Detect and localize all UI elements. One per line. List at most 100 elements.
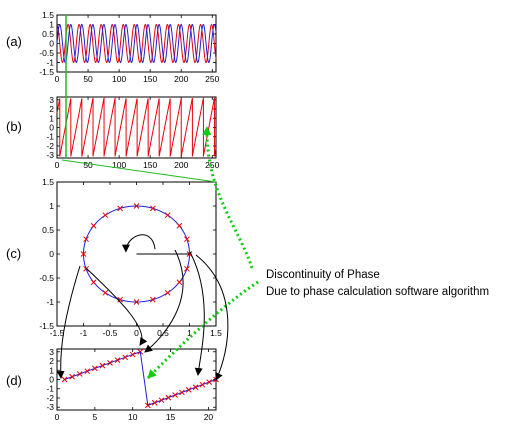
segment-point-marker [114, 357, 121, 363]
x-tick-label-d: 0 [55, 412, 60, 422]
y-tick-label-b: 2 [49, 104, 54, 114]
circle-point-marker [184, 236, 190, 243]
segment-point-marker [129, 351, 136, 358]
segment-point-marker [172, 392, 178, 398]
segment-point-marker [185, 386, 192, 393]
x-tick-label-d: 5 [92, 412, 97, 422]
y-tick-label-c: -1.5 [39, 321, 54, 331]
segment-point-marker [61, 376, 68, 383]
x-tick-label-b: 150 [143, 160, 157, 170]
x-tick-label-c: -0.5 [103, 328, 118, 338]
segment-point-marker [69, 373, 75, 380]
circle-point-marker [90, 222, 97, 229]
panel-label-b: (b) [6, 119, 22, 134]
segment-point-marker [92, 365, 98, 372]
y-tick-label-a: -0.5 [39, 48, 54, 58]
circle-point-marker [90, 279, 97, 286]
x-tick-label-c: -1.5 [50, 328, 65, 338]
x-tick-label-b: 0 [55, 160, 60, 170]
rotation-arrow [121, 234, 156, 253]
segment-point-marker [84, 368, 91, 375]
segment-point-marker [179, 389, 185, 396]
y-tick-label-a: -1 [46, 58, 54, 68]
y-tick-label-d: -1 [46, 384, 54, 394]
arrow-circle-right-to-d-end [195, 254, 229, 381]
x-tick-label-d: 15 [166, 412, 176, 422]
segment-point-marker [122, 354, 128, 361]
y-tick-label-b: -3 [46, 150, 54, 160]
arrow-circle-right-to-d-mid [144, 249, 184, 353]
y-tick-label-d: 0 [49, 375, 54, 385]
panel-label-a: (a) [6, 34, 22, 49]
x-tick-label-a: 50 [83, 74, 93, 84]
zoom-line-b-to-c [61, 159, 217, 183]
circle-point-marker [117, 205, 123, 212]
y-tick-label-c: 0.5 [42, 225, 54, 235]
x-tick-label-b: 100 [112, 160, 126, 170]
arrow-circle-to-d-end-2 [189, 251, 205, 376]
x-tick-label-c: 1 [187, 328, 192, 338]
x-tick-label-d: 10 [128, 412, 138, 422]
circle-point-marker [117, 296, 123, 303]
circle-point-marker [150, 296, 156, 303]
y-tick-label-c: 1 [49, 201, 54, 211]
panel-label-c: (c) [6, 246, 21, 261]
circle-point-marker [102, 212, 109, 219]
segment-point-marker [158, 397, 165, 404]
x-tick-label-a: 100 [112, 74, 126, 84]
y-tick-label-d: -2 [46, 393, 54, 403]
circle-point-marker [164, 289, 171, 296]
circle-point-marker [133, 299, 140, 305]
x-tick-label-c: -1 [80, 328, 88, 338]
segment-point-marker [151, 399, 158, 406]
connectors-layer [56, 15, 259, 381]
circle-point-marker [150, 205, 156, 212]
y-tick-label-a: 1.5 [42, 10, 54, 20]
circle-point-marker [83, 236, 89, 243]
x-tick-label-b: 250 [205, 160, 219, 170]
y-tick-label-b: -2 [46, 141, 54, 151]
y-tick-label-a: 0.5 [42, 29, 54, 39]
series-cos-a [56, 23, 217, 64]
x-tick-label-a: 150 [143, 74, 157, 84]
x-tick-label-c: 1.5 [210, 328, 222, 338]
y-tick-label-d: -3 [46, 402, 54, 412]
circle-point-marker [80, 251, 87, 257]
x-tick-label-a: 250 [205, 74, 219, 84]
x-tick-label-c: 0 [134, 328, 139, 338]
y-tick-label-d: 3 [49, 347, 54, 357]
y-tick-label-c: -0.5 [39, 273, 54, 283]
x-tick-label-a: 200 [174, 74, 188, 84]
x-tick-label-b: 200 [174, 160, 188, 170]
y-tick-label-b: 1 [49, 113, 54, 123]
circle-point-marker [83, 265, 89, 272]
circle-point-marker [176, 279, 183, 286]
annotation-line-2: Due to phase calculation software algori… [266, 286, 489, 298]
y-tick-label-c: 1.5 [42, 177, 54, 187]
y-tick-label-d: 2 [49, 356, 54, 366]
segment-point-marker [99, 362, 106, 369]
y-tick-label-d: 1 [49, 365, 54, 375]
segment-point-marker [107, 360, 113, 366]
plots-layer: 1.510.50-0.5-1-1.50 50 100 150 200 2503210-1-… [39, 10, 222, 422]
x-tick-label-c: 0.5 [157, 328, 169, 338]
circle-point-marker [184, 265, 190, 272]
y-tick-label-c: -1 [46, 297, 54, 307]
x-tick-label-b: 50 [83, 160, 93, 170]
y-tick-label-b: 3 [49, 95, 54, 105]
arrow-circle-left-to-d-start [56, 265, 81, 379]
annotation-line-1: Discontinuity of Phase [266, 269, 380, 281]
segment-point-marker [145, 402, 151, 409]
segment-point-marker [165, 394, 172, 401]
discontinuity-arrow-to-b [202, 126, 254, 269]
y-tick-label-a: -1.5 [39, 67, 54, 77]
axes-frame-d [56, 348, 217, 411]
y-tick-label-b: 0 [49, 123, 54, 133]
y-tick-label-c: 0 [49, 249, 54, 259]
series-wrapped-phase-b [56, 96, 217, 157]
x-tick-label-a: 0 [55, 74, 60, 84]
segment-point-marker [199, 381, 206, 388]
arrow-circle-left-to-d-mid [85, 267, 148, 346]
segment-point-marker [76, 371, 83, 377]
